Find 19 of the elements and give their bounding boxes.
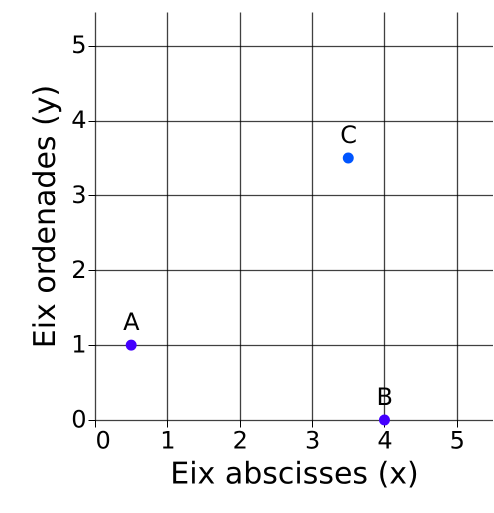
x-tick-label: 4 — [377, 426, 393, 454]
y-tick-label: 1 — [71, 330, 86, 359]
y-tick-label: 3 — [71, 180, 86, 209]
point — [378, 414, 390, 426]
y-tick-label: 0 — [71, 406, 86, 434]
x-tick-label: 1 — [160, 426, 176, 454]
point — [126, 340, 137, 351]
point — [342, 152, 354, 164]
x-tick-label: 5 — [450, 426, 465, 454]
y-tick-label: 5 — [71, 31, 86, 60]
y-axis-title: Eix ordenades (y) — [28, 84, 64, 348]
annotation: C — [340, 120, 358, 149]
annotation: A — [123, 308, 140, 336]
x-tick-label: 3 — [304, 426, 320, 454]
y-tick-label: 2 — [71, 256, 86, 284]
x-tick-label: 2 — [232, 426, 248, 454]
x-tick-label: 0 — [96, 426, 111, 454]
y-tick-label: 4 — [71, 106, 86, 134]
x-axis-title: Eix abscisses (x) — [170, 456, 419, 492]
